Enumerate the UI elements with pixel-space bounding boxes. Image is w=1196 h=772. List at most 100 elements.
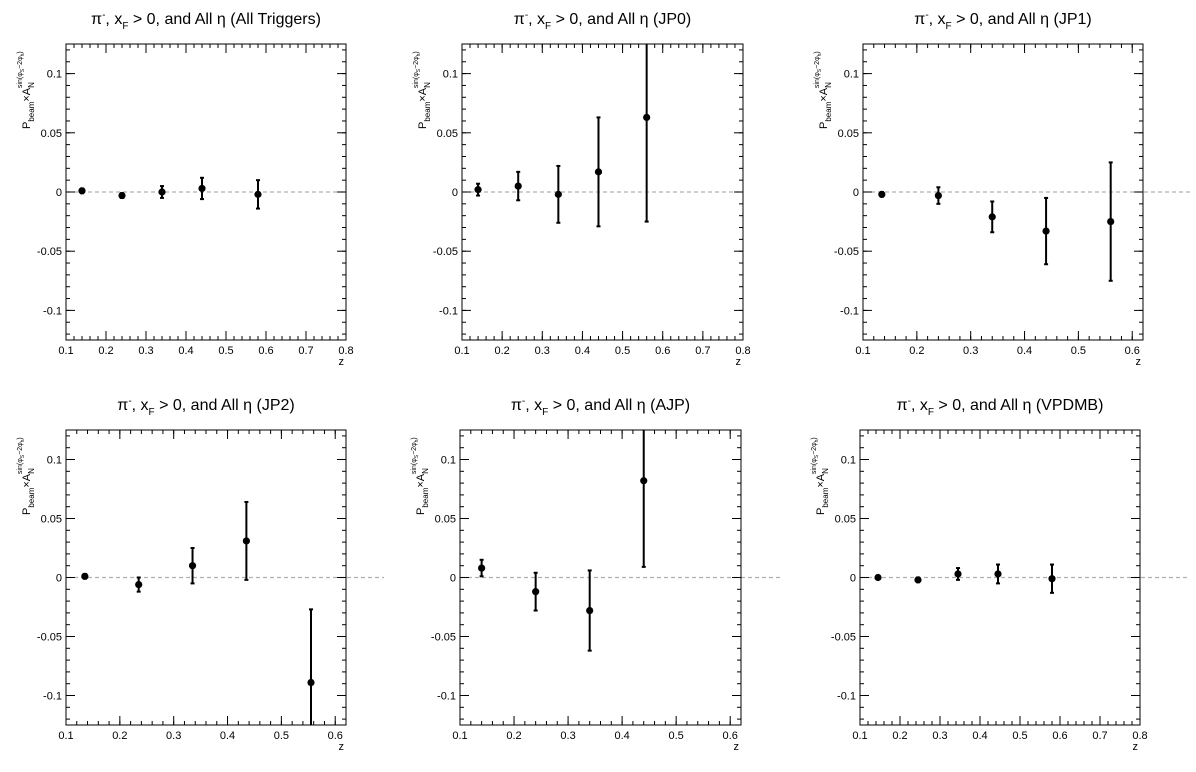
ylabel-p-sub: beam (27, 101, 36, 121)
ylabel-a-sup-end: ) (811, 437, 818, 439)
ylabel-a-sup-mid: −2φ (413, 56, 420, 69)
ylabel-a-sup-s: S (20, 68, 26, 72)
x-tick-label: 0.5 (218, 345, 233, 357)
title-comma: , (911, 397, 920, 414)
x-tick-label: 0.5 (669, 730, 684, 742)
plot-frame (461, 43, 744, 341)
y-tick-label: -0.05 (431, 632, 456, 644)
ylabel-a-sup: sin(φ (17, 458, 24, 474)
x-tick-label: 0.3 (963, 345, 978, 357)
x-tick-label: 0.1 (454, 345, 469, 357)
ylabel-a-sup: sin(φ (411, 458, 418, 474)
data-point (874, 573, 882, 582)
y-axis-label: Pbeam×ANsin(φS−2φh) (17, 437, 36, 515)
x-tick-label: 0.8 (338, 345, 353, 357)
title-rest: > 0, and All η (JP1) (952, 11, 1092, 28)
ylabel-p-sub: beam (423, 101, 432, 121)
plot-frame (862, 43, 1144, 341)
y-tick-label: 0.1 (47, 69, 62, 81)
title-xf-sub: F (149, 407, 155, 418)
x-tick-label: 0.2 (909, 345, 924, 357)
data-point (1042, 227, 1050, 235)
x-tick-label: 0.1 (58, 730, 73, 742)
x-tick-label: 0.4 (575, 345, 590, 357)
title-charge: - (102, 10, 105, 21)
title-particle: π (117, 397, 128, 414)
x-tick-label: 0.5 (1012, 730, 1027, 742)
title-comma: , (105, 11, 114, 28)
data-point (78, 187, 86, 195)
ylabel-a-sup-end: ) (411, 437, 418, 439)
ylabel-a: A (415, 473, 427, 481)
y-tick-label: -0.1 (439, 305, 458, 317)
x-tick-label: 0.3 (138, 345, 153, 357)
data-point (198, 184, 206, 193)
ylabel-a-sup-mid: −2φ (811, 442, 818, 455)
ylabel-a-sup-h: h (416, 53, 422, 56)
title-comma: , (528, 11, 537, 28)
ylabel-a-sup-h: h (817, 53, 823, 56)
y-axis-label: Pbeam×ANsin(φS−2φh) (814, 51, 833, 129)
title-charge: - (128, 396, 131, 407)
data-point (135, 580, 143, 589)
title-charge: - (522, 396, 525, 407)
x-tick-label: 0.4 (178, 345, 193, 357)
data-point (478, 564, 486, 572)
data-point (1107, 218, 1115, 226)
chart-panel-1: π-, xF > 0, and All η (All Triggers)-0.1… (17, 10, 354, 368)
ylabel-a-sup-end: ) (413, 51, 420, 53)
x-tick-label: 0.4 (972, 730, 987, 742)
ylabel-a-sup-h: h (20, 439, 26, 442)
chart-title: π-, xF > 0, and All η (All Triggers) (91, 10, 321, 32)
chart-title: π-, xF > 0, and All η (JP0) (514, 10, 691, 32)
data-point (242, 537, 250, 545)
y-tick-label: -0.1 (43, 691, 62, 703)
x-tick-label: 0.6 (655, 345, 670, 357)
ylabel-a-sup-s: S (814, 454, 820, 458)
ylabel-p-sub: beam (421, 487, 430, 507)
x-tick-label: 0.8 (735, 345, 750, 357)
data-point (158, 188, 166, 196)
y-tick-label: 0 (56, 573, 62, 585)
x-axis-label: z (734, 741, 740, 753)
x-tick-label: 0.6 (1125, 345, 1140, 357)
title-charge: - (908, 396, 911, 407)
title-xf-sub: F (122, 21, 128, 32)
ylabel-p: P (415, 508, 427, 515)
data-point (994, 570, 1002, 578)
title-rest: > 0, and All η (AJP) (548, 397, 690, 414)
ylabel-a-sup-s: S (817, 68, 823, 72)
chart-title: π-, xF > 0, and All η (JP2) (117, 396, 294, 418)
data-point (594, 168, 603, 176)
y-tick-label: -0.1 (43, 305, 62, 317)
title-xf-sub: F (542, 407, 548, 418)
title-xf-sub: F (928, 407, 934, 418)
ylabel-a-sup-s: S (416, 68, 422, 72)
x-tick-label: 0.1 (852, 730, 867, 742)
x-tick-label: 0.1 (58, 345, 73, 357)
x-tick-label: 0.3 (535, 345, 550, 357)
title-xf: x (534, 397, 542, 414)
y-tick-label: 0.1 (841, 455, 856, 467)
title-charge: - (525, 10, 528, 21)
y-tick-label: 0.05 (835, 514, 856, 526)
y-tick-label: -0.05 (37, 632, 62, 644)
ylabel-a-sup-h: h (414, 439, 420, 442)
title-particle: π (514, 11, 525, 28)
x-axis-label: z (736, 356, 742, 368)
x-tick-label: 0.3 (932, 730, 947, 742)
x-tick-label: 0.7 (298, 345, 313, 357)
ylabel-a-sup-mid: −2φ (17, 56, 24, 69)
x-tick-label: 0.1 (855, 345, 870, 357)
data-point (988, 213, 996, 221)
x-tick-label: 0.2 (494, 345, 509, 357)
title-particle: π (91, 11, 102, 28)
y-tick-label: -0.1 (837, 691, 856, 703)
title-xf: x (938, 11, 946, 28)
ylabel-p: P (21, 508, 33, 515)
x-tick-label: 0.2 (892, 730, 907, 742)
plot-frame (65, 429, 347, 726)
y-tick-label: 0.05 (41, 128, 62, 140)
x-tick-label: 0.7 (695, 345, 710, 357)
ylabel-a-sup-mid: −2φ (814, 56, 821, 69)
